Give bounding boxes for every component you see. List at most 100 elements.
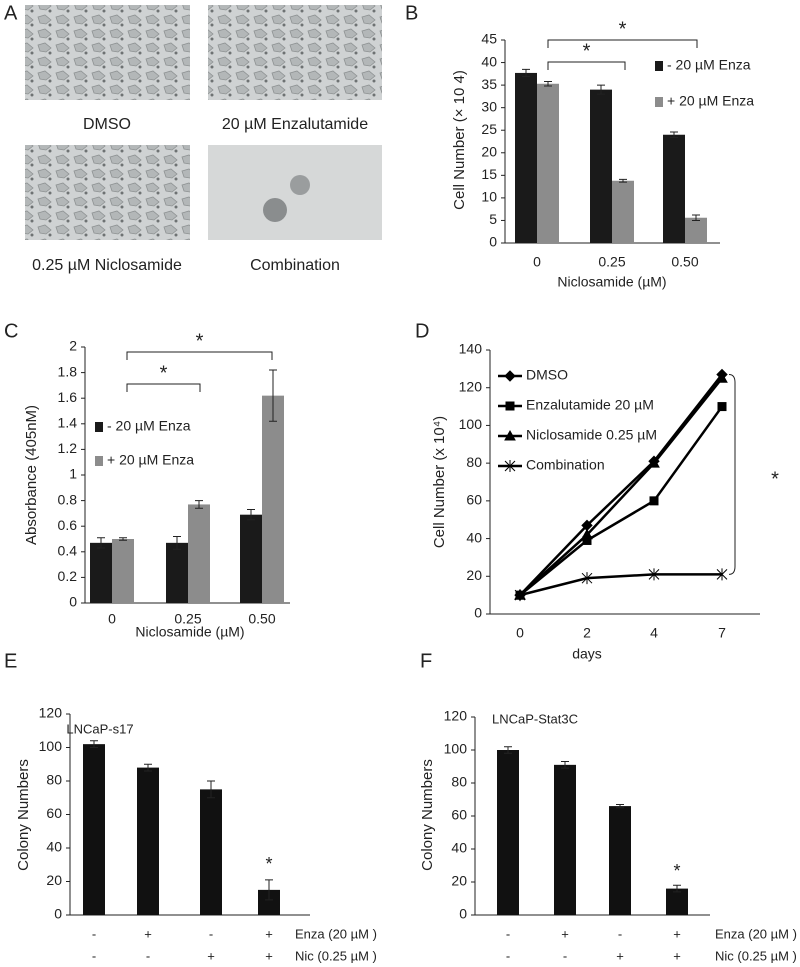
legend-label: + 20 µM Enza	[667, 93, 754, 109]
line	[519, 373, 723, 597]
marker	[648, 568, 660, 581]
x-row-sign: +	[265, 926, 273, 941]
y-tick-label: 0	[474, 605, 482, 621]
x-tick-label: 0	[108, 611, 116, 627]
bar	[200, 789, 222, 915]
y-tick-label: 100	[459, 416, 483, 432]
legend-label: + 20 µM Enza	[107, 452, 194, 468]
y-tick-label: 1.8	[58, 363, 78, 379]
image-caption: DMSO	[83, 116, 131, 133]
error-bar	[119, 537, 127, 541]
error-bar	[544, 81, 552, 87]
marker	[581, 572, 593, 585]
panel-label: B	[405, 2, 418, 24]
x-tick-label: 0	[533, 254, 541, 270]
y-axis-label: Colony Numbers	[15, 759, 32, 871]
y-tick-label: 10	[481, 189, 497, 205]
error-bar	[504, 746, 512, 754]
y-tick-label: 80	[466, 454, 482, 470]
y-tick-label: 30	[481, 98, 497, 114]
x-axis-label: Niclosamide (µM)	[557, 274, 666, 290]
error-bar	[522, 68, 530, 78]
y-tick-label: 1.2	[58, 440, 78, 456]
y-tick-label: 20	[466, 567, 482, 583]
y-tick-label: 25	[481, 121, 497, 137]
legend-swatch	[95, 422, 103, 432]
panel-label: F	[420, 650, 432, 672]
x-row-label: Enza (20 µM )	[295, 926, 377, 941]
marker	[717, 402, 727, 412]
bar	[612, 180, 634, 243]
y-tick-label: 100	[444, 741, 468, 757]
legend-label: Combination	[526, 457, 605, 473]
bar	[262, 395, 284, 603]
annotation: *	[160, 362, 168, 384]
image-caption: Combination	[250, 257, 340, 274]
bar	[90, 542, 112, 603]
y-tick-label: 0	[69, 594, 77, 610]
error-bar	[692, 214, 700, 221]
legend-label: Niclosamide 0.25 µM	[526, 427, 657, 443]
x-tick-label: 4	[650, 625, 658, 641]
error-bar	[673, 884, 681, 893]
line	[519, 405, 724, 597]
x-row-sign: -	[92, 926, 96, 941]
x-row-sign: -	[506, 926, 510, 941]
significance-bracket	[547, 39, 698, 48]
significance-bracket	[126, 351, 273, 360]
bar	[666, 888, 688, 915]
y-tick-label: 120	[444, 708, 468, 724]
x-row-sign: +	[616, 948, 624, 963]
y-tick-label: 45	[481, 31, 497, 47]
panel-label: A	[4, 2, 18, 24]
x-tick-label: 0.25	[598, 254, 625, 270]
y-tick-label: 1.6	[58, 389, 78, 405]
y-axis-label: Cell Number (x 10⁴)	[431, 416, 448, 548]
marker	[504, 429, 516, 441]
y-tick-label: 60	[46, 805, 62, 821]
bar	[258, 889, 280, 915]
y-tick-label: 5	[489, 211, 497, 227]
marker	[504, 460, 516, 472]
legend-label: Enzalutamide 20 µM	[526, 397, 654, 413]
error-bar	[207, 780, 215, 799]
chart-title: LNCaP-Stat3C	[492, 711, 578, 726]
marker	[716, 372, 728, 383]
micrograph-detail	[263, 198, 287, 222]
bar	[554, 764, 576, 915]
significance-bracket	[547, 61, 626, 70]
bar	[188, 504, 210, 603]
x-row-sign: +	[561, 926, 569, 941]
bar	[537, 83, 559, 243]
y-tick-label: 35	[481, 76, 497, 92]
annotation: *	[771, 469, 779, 491]
marker	[581, 528, 593, 540]
x-row-sign: -	[506, 948, 510, 963]
y-tick-label: 0	[459, 906, 467, 922]
y-tick-label: 1.4	[58, 415, 78, 431]
error-bar	[144, 763, 152, 772]
x-row-sign: -	[209, 926, 213, 941]
x-row-label: Enza (20 µM )	[715, 926, 797, 941]
micrograph-detail	[290, 175, 310, 195]
error-bar	[616, 803, 624, 809]
y-tick-label: 100	[39, 738, 63, 754]
y-tick-label: 120	[39, 705, 63, 721]
x-row-sign: +	[265, 948, 273, 963]
error-bar	[265, 879, 273, 901]
bar	[137, 767, 159, 915]
error-bar	[561, 761, 569, 769]
y-axis-label: Colony Numbers	[419, 759, 436, 871]
error-bar	[173, 535, 181, 550]
bar	[497, 750, 519, 915]
line	[519, 573, 722, 597]
y-tick-label: 0	[54, 906, 62, 922]
x-tick-label: 7	[718, 625, 726, 641]
y-tick-label: 40	[466, 529, 482, 545]
annotation: *	[583, 40, 591, 62]
error-bar	[597, 84, 605, 95]
error-bar	[670, 131, 678, 138]
bar	[515, 72, 537, 243]
x-row-sign: +	[144, 926, 152, 941]
panel-label: C	[4, 320, 18, 342]
